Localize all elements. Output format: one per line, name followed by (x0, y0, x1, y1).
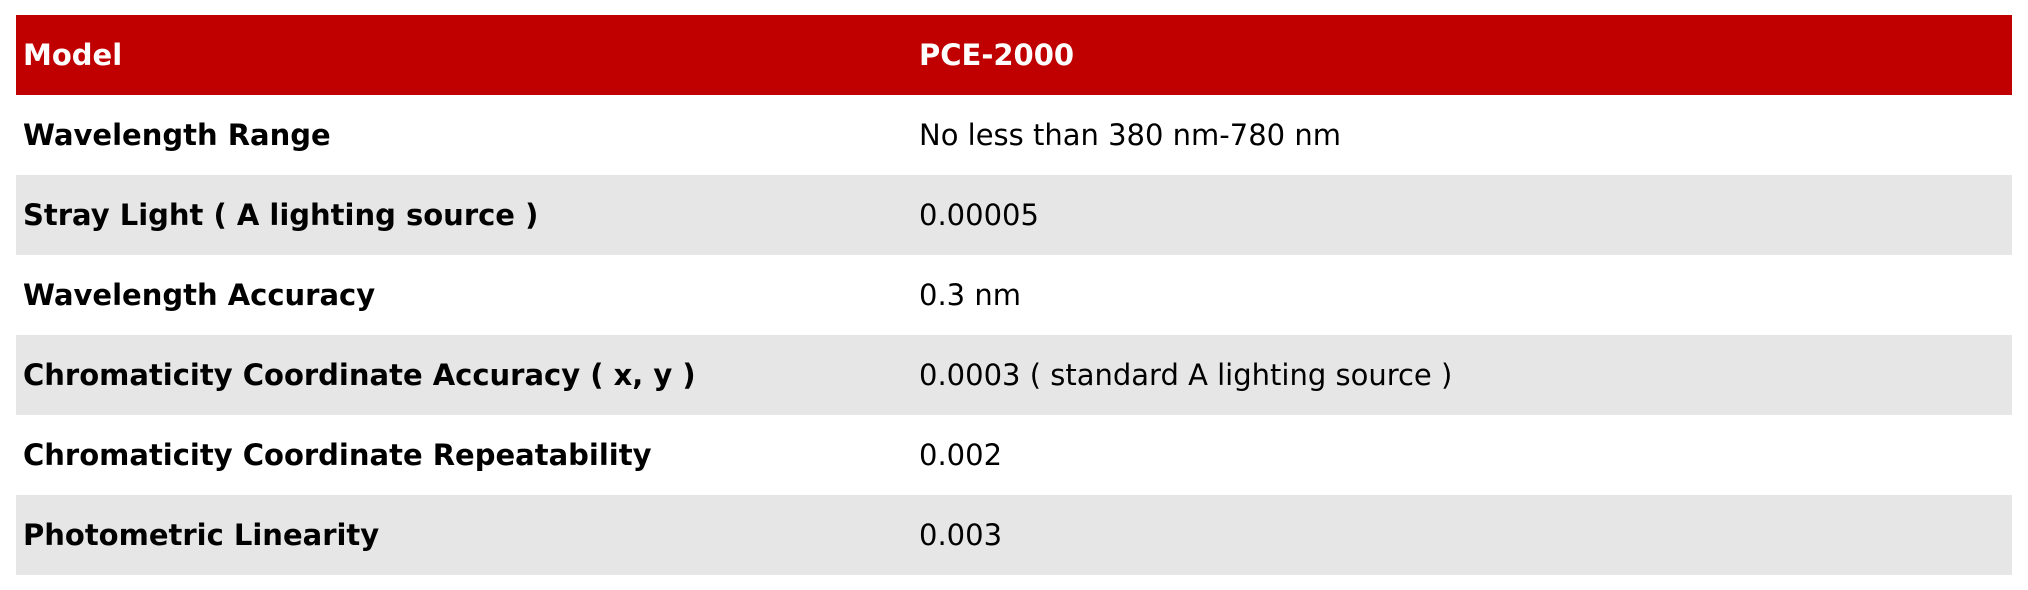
spec-label: Wavelength Accuracy (16, 255, 912, 335)
table-row: Chromaticity Coordinate Accuracy ( x, y … (16, 335, 2012, 415)
spec-value: 0.00005 (912, 175, 2012, 255)
table-row: Wavelength Range No less than 380 nm-780 … (16, 95, 2012, 175)
spec-value: 0.003 (912, 495, 2012, 575)
spec-label: Chromaticity Coordinate Repeatability (16, 415, 912, 495)
table-row: Photometric Linearity 0.003 (16, 495, 2012, 575)
spec-value: 0.002 (912, 415, 2012, 495)
spec-value: No less than 380 nm-780 nm (912, 95, 2012, 175)
table-body: Wavelength Range No less than 380 nm-780 … (16, 95, 2012, 575)
table-header: Model PCE-2000 (16, 15, 2012, 95)
table-row: Wavelength Accuracy 0.3 nm (16, 255, 2012, 335)
spec-value: 0.0003 ( standard A lighting source ) (912, 335, 2012, 415)
header-cell: PCE-2000 (912, 15, 2012, 95)
spec-value: 0.3 nm (912, 255, 2012, 335)
header-row: Model PCE-2000 (16, 15, 2012, 95)
table-row: Stray Light ( A lighting source ) 0.00005 (16, 175, 2012, 255)
spec-table: Model PCE-2000 Wavelength Range No less th… (16, 15, 2012, 575)
header-cell: Model (16, 15, 912, 95)
spec-label: Chromaticity Coordinate Accuracy ( x, y … (16, 335, 912, 415)
spec-label: Photometric Linearity (16, 495, 912, 575)
spec-label: Wavelength Range (16, 95, 912, 175)
table-row: Chromaticity Coordinate Repeatability 0.0… (16, 415, 2012, 495)
spec-label: Stray Light ( A lighting source ) (16, 175, 912, 255)
